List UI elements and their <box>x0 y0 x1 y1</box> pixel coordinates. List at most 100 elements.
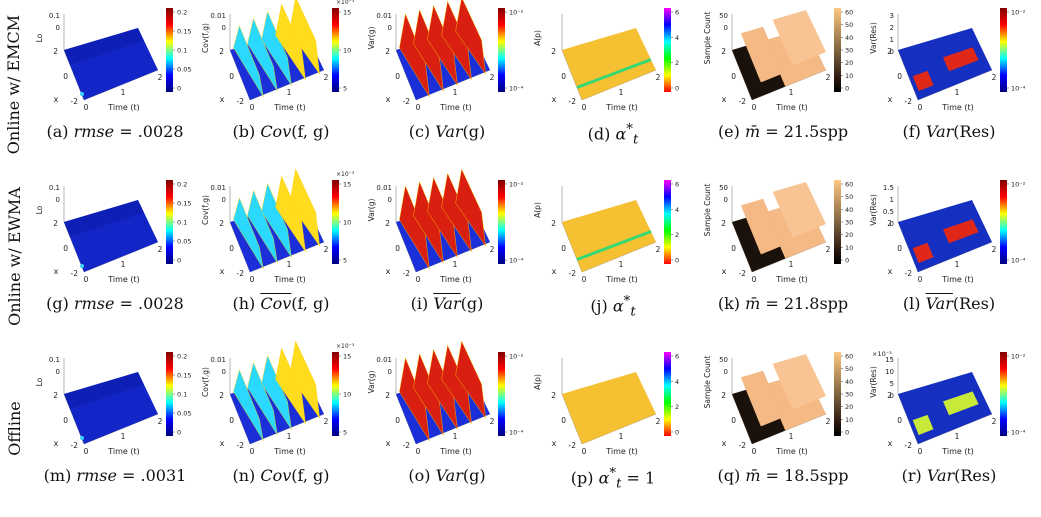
time-axis-label: Time (t) <box>439 447 472 456</box>
colorbar-tick-label: 15 <box>343 353 351 361</box>
time-tick-label: 1 <box>789 432 794 441</box>
caption-label: (g) <box>46 294 74 313</box>
colorbar-tick-label: 0.15 <box>177 200 191 208</box>
subfigure-panel: A(p) 2 0 -2 x 0 1 2 Time (t) 6 4 2 0 (d) α*t <box>530 6 696 148</box>
colorbar-tick-label: 6 <box>675 9 679 17</box>
surface <box>562 372 656 444</box>
time-axis-label: Time (t) <box>273 275 306 284</box>
subfigure-panel: Cov(f,g) 0.01 0 2 0 -2 x 0 1 2 Time (t) 15 10 5 ×10⁻³ (… <box>198 0 364 146</box>
colorbar-tick-label: 15 <box>343 9 351 17</box>
caption-math: Var <box>433 294 461 313</box>
x-axis-label: x <box>722 439 727 448</box>
z-tick-label: 0 <box>724 196 728 204</box>
time-tick-label: 0 <box>582 103 587 112</box>
time-axis-label: Time (t) <box>107 103 140 112</box>
row-label: Offline <box>0 358 28 498</box>
colorbar <box>1000 8 1007 92</box>
subfigure-panel: Var(g) 0.01 0 2 0 -2 x 0 1 2 Time (t) 10⁻² 10⁻⁴ (o) V… <box>364 340 530 490</box>
x-tick-label: 0 <box>229 244 234 253</box>
colorbar-tick-label: 15 <box>343 181 351 189</box>
caption-value: (Res) <box>953 122 996 141</box>
x-axis-label: x <box>722 267 727 276</box>
x-tick-label: -2 <box>71 441 79 450</box>
row-label: Online w/ EWMA <box>0 186 28 326</box>
caption-label: (j) <box>590 296 613 316</box>
colorbar-tick-label: 4 <box>675 378 679 386</box>
row-label-text: Online w/ EWMA <box>4 186 24 326</box>
surface-plot: A(p) 2 0 -2 x 0 1 2 Time (t) 6 4 2 0 <box>533 180 679 284</box>
surface-plot: Lo 0.1 0 2 0 -2 x 0 1 2 Time (t) 0.2 0.15 0.1 0.05 0 <box>35 180 191 284</box>
colorbar-tick-label: 10⁻⁴ <box>509 85 524 93</box>
time-axis-label: Time (t) <box>605 275 638 284</box>
colorbar <box>498 180 505 264</box>
x-tick-label: -2 <box>71 97 79 106</box>
row-label-text: Offline <box>4 400 24 456</box>
time-tick-label: 1 <box>955 432 960 441</box>
colorbar-tick-label: 6 <box>675 181 679 189</box>
z-axis-label: Cov(f,g) <box>201 367 210 397</box>
surface-ridge <box>399 13 430 98</box>
caption-label: (h) <box>232 294 261 313</box>
x-tick-label: 2 <box>721 47 726 56</box>
colorbar <box>1000 180 1007 264</box>
time-tick-label: 2 <box>158 73 163 82</box>
time-axis-label: Time (t) <box>107 275 140 284</box>
surface-ridge <box>247 189 278 264</box>
surface-ridge <box>247 17 278 92</box>
x-tick-label: 0 <box>731 72 736 81</box>
caption-math: rmse <box>76 466 117 485</box>
surface-plot: A(p) 2 0 -2 x 0 1 2 Time (t) 6 4 2 0 <box>533 8 679 112</box>
z-tick-label: 15 <box>885 356 894 364</box>
subfigure-panel: Sample Count 50 0 2 0 -2 x 0 1 2 Time (t) 60 50 40 30 2… <box>700 6 866 146</box>
colorbar-tick-label: 50 <box>845 193 853 201</box>
subfigure-caption: (j) α*t <box>530 294 696 320</box>
z-tick-label: 0.1 <box>49 12 60 20</box>
subfigure-caption: (o) Var(g) <box>364 466 530 485</box>
surface-hotspot <box>943 47 979 72</box>
x-tick-label: 0 <box>731 416 736 425</box>
time-tick-label: 2 <box>324 417 329 426</box>
time-axis-label: Time (t) <box>439 275 472 284</box>
surface-ridge <box>455 0 486 75</box>
colorbar-tick-label: 0.2 <box>177 353 187 361</box>
colorbar-exponent: ×10⁻³ <box>336 171 355 178</box>
time-axis-label: Time (t) <box>605 447 638 456</box>
caption-label: (k) <box>717 294 746 313</box>
z-tick-label: 0 <box>222 24 226 32</box>
z-tick-label: 3 <box>890 12 894 20</box>
caption-math: rmse <box>73 122 115 141</box>
caption-math: α <box>598 468 610 488</box>
caption-math: α <box>615 124 627 144</box>
subfigure-caption: (c) Var(g) <box>364 122 530 141</box>
colorbar-tick-label: 10⁻² <box>509 9 524 17</box>
z-tick-label: 50 <box>719 356 728 364</box>
surface-spike <box>80 436 84 440</box>
x-tick-label: 0 <box>229 416 234 425</box>
colorbar <box>332 180 339 264</box>
colorbar-tick-label: 10 <box>343 47 351 55</box>
surface-ridge <box>233 369 264 442</box>
subfigure-caption: (h) Cov(f, g) <box>198 294 364 313</box>
colorbar-tick-label: 40 <box>845 206 853 214</box>
x-tick-label: 2 <box>385 219 390 228</box>
z-axis-label: Lo <box>35 33 44 42</box>
x-tick-label: -2 <box>739 269 747 278</box>
colorbar-tick-label: 0.1 <box>177 219 187 227</box>
colorbar-tick-label: 10⁻² <box>1011 9 1026 17</box>
z-tick-label: 0 <box>724 368 728 376</box>
surface-ridge <box>289 168 320 247</box>
surface-ridge <box>261 10 292 86</box>
caption-value: (g) <box>462 122 486 141</box>
time-tick-label: 2 <box>490 245 495 254</box>
subfigure-caption: (m) rmse = .0031 <box>32 466 198 485</box>
x-axis-label: x <box>54 439 59 448</box>
time-axis-label: Time (t) <box>107 447 140 456</box>
time-tick-label: 2 <box>158 245 163 254</box>
time-tick-label: 1 <box>955 88 960 97</box>
time-tick-label: 0 <box>416 103 421 112</box>
x-tick-label: 2 <box>219 47 224 56</box>
time-tick-label: 0 <box>582 275 587 284</box>
time-tick-label: 1 <box>287 260 292 269</box>
